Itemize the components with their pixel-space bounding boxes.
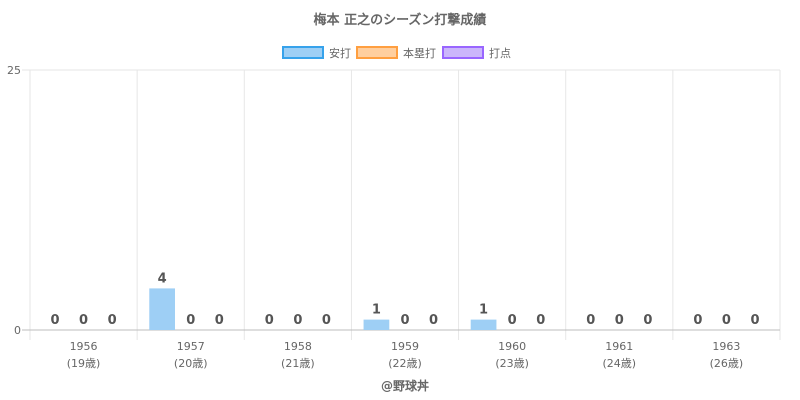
x-tick-sublabel-1: (20歳) [174, 357, 208, 370]
data-label-4-1: 0 [508, 313, 517, 328]
x-tick-label-6: 1963 [712, 340, 740, 353]
legend-swatch-1[interactable] [356, 46, 398, 59]
data-label-5-2: 0 [643, 313, 652, 328]
y-tick-label-0: 0 [14, 324, 21, 337]
y-axis: 0 25 [7, 64, 21, 337]
bar-1-0[interactable] [149, 288, 175, 330]
y-tick-label-1: 25 [7, 64, 21, 77]
data-label-2-1: 0 [293, 313, 302, 328]
x-tick-label-2: 1958 [284, 340, 312, 353]
grid [22, 69, 781, 340]
x-tick-label-5: 1961 [605, 340, 633, 353]
data-label-4-2: 0 [536, 313, 545, 328]
x-tick-label-3: 1959 [391, 340, 419, 353]
bar-4-0[interactable] [470, 319, 497, 330]
data-label-2-0: 0 [265, 313, 274, 328]
data-label-5-1: 0 [615, 313, 624, 328]
data-label-5-0: 0 [586, 313, 595, 328]
x-tick-sublabel-4: (23歳) [495, 357, 529, 370]
data-label-3-2: 0 [429, 313, 438, 328]
data-label-6-0: 0 [693, 313, 702, 328]
data-label-3-1: 0 [400, 313, 409, 328]
data-label-0-1: 0 [79, 313, 88, 328]
data-label-1-1: 0 [186, 313, 195, 328]
bar-3-0[interactable] [363, 319, 390, 330]
x-tick-label-0: 1956 [70, 340, 98, 353]
legend-label-1[interactable]: 本塁打 [403, 46, 436, 60]
data-label-0-0: 0 [50, 313, 59, 328]
x-tick-sublabel-5: (24歳) [602, 357, 636, 370]
data-label-4-0: 1 [479, 303, 488, 318]
data-label-6-1: 0 [722, 313, 731, 328]
data-label-2-2: 0 [322, 313, 331, 328]
x-tick-sublabel-3: (22歳) [388, 357, 422, 370]
x-tick-sublabel-2: (21歳) [281, 357, 315, 370]
data-label-0-2: 0 [108, 313, 117, 328]
legend-swatch-2[interactable] [442, 46, 484, 59]
chart-title: 梅本 正之のシーズン打撃成績 [314, 12, 487, 28]
legend-swatch-0[interactable] [282, 46, 324, 59]
data-label-1-2: 0 [215, 313, 224, 328]
data-label-6-2: 0 [750, 313, 759, 328]
legend: 安打 本塁打 打点 [282, 46, 511, 60]
x-tick-sublabel-0: (19歳) [67, 357, 101, 370]
x-axis: 1956 (19歳) 1957 (20歳) 1958 (21歳) 1959 (22歳) 1960… [67, 340, 743, 370]
legend-label-0[interactable]: 安打 [329, 46, 351, 60]
bars [149, 288, 497, 330]
x-tick-label-4: 1960 [498, 340, 526, 353]
data-label-1-0: 4 [158, 271, 167, 286]
data-label-3-0: 1 [372, 303, 381, 318]
legend-label-2[interactable]: 打点 [489, 46, 511, 60]
x-tick-sublabel-6: (26歳) [710, 357, 744, 370]
credit-label: @野球丼 [381, 378, 429, 393]
x-tick-label-1: 1957 [177, 340, 205, 353]
data-labels: 0 0 0 4 0 0 0 0 0 1 0 0 1 0 0 0 0 0 0 0 0 [50, 271, 759, 328]
